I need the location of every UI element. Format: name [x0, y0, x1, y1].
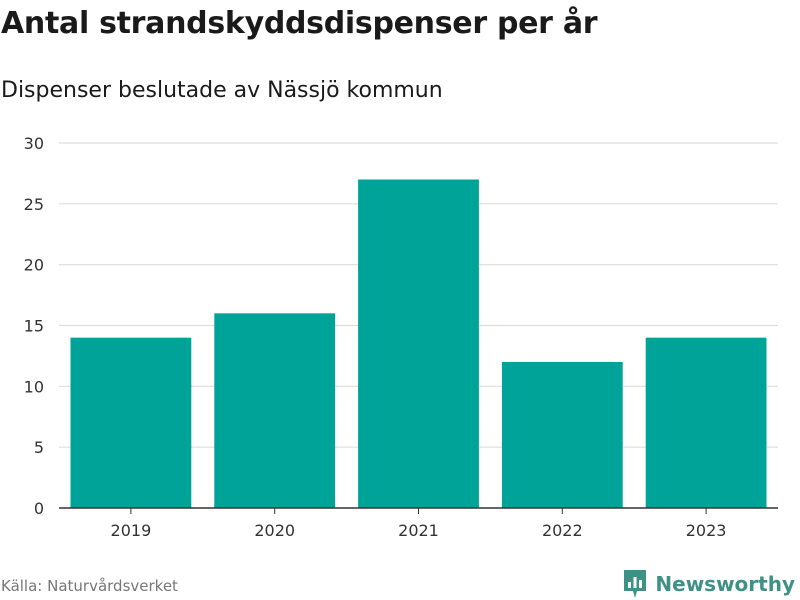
x-tick-label: 2019	[111, 521, 152, 540]
y-tick-label: 0	[34, 499, 44, 518]
brand-name: Newsworthy	[655, 572, 795, 596]
newsworthy-logo-icon	[624, 570, 647, 598]
y-tick-label: 30	[24, 134, 44, 153]
chart-title: Antal strandskyddsdispenser per år	[1, 6, 598, 41]
x-tick-label: 2022	[542, 521, 583, 540]
y-tick-label: 10	[24, 377, 44, 396]
chart-subtitle: Dispenser beslutade av Nässjö kommun	[1, 78, 443, 103]
bar	[358, 179, 479, 508]
bar	[645, 337, 767, 508]
x-tick-label: 2020	[254, 521, 295, 540]
y-tick-label: 25	[24, 195, 44, 214]
y-tick-label: 5	[34, 438, 44, 457]
bar	[501, 362, 623, 508]
bar	[70, 337, 192, 508]
bar	[214, 313, 336, 508]
y-tick-label: 15	[24, 317, 44, 336]
newsworthy-logo: Newsworthy	[623, 569, 795, 599]
y-tick-label: 20	[24, 256, 44, 275]
x-tick-label: 2021	[398, 521, 439, 540]
x-tick-label: 2023	[686, 521, 727, 540]
source-note: Källa: Naturvårdsverket	[1, 577, 178, 595]
